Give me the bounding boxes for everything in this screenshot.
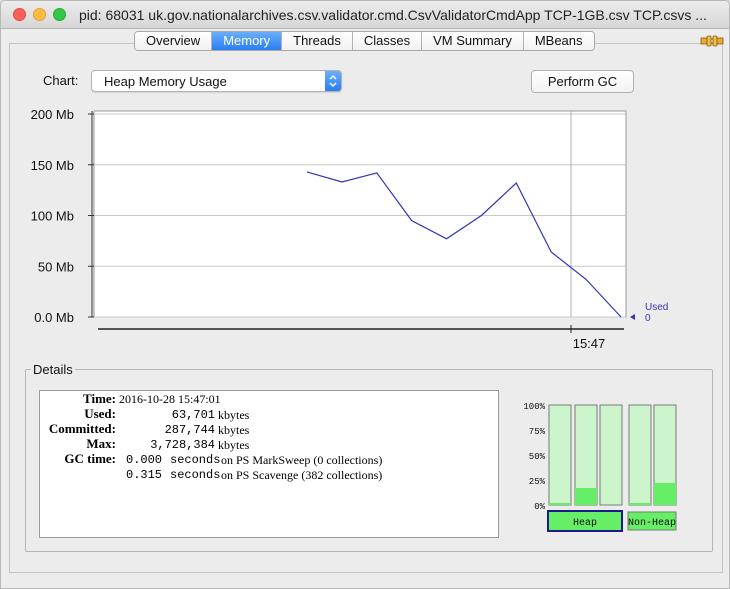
time-value: 2016-10-28 15:47:01 bbox=[119, 392, 221, 406]
max-value: 3,728,384 bbox=[150, 438, 215, 452]
memory-pool-bars: 100% 75% 50% 25% 0% Heap Non-Heap bbox=[523, 402, 677, 532]
gc1-unit: seconds bbox=[170, 453, 221, 467]
current-value-marker-icon bbox=[630, 314, 635, 320]
tab-memory[interactable]: Memory bbox=[212, 32, 283, 50]
committed-label: Committed: bbox=[48, 421, 116, 436]
y-tick-label: 0.0 Mb bbox=[34, 310, 74, 325]
pool-scale-label: 0% bbox=[534, 502, 545, 512]
tab-overview[interactable]: Overview bbox=[135, 32, 213, 50]
perform-gc-button[interactable]: Perform GC bbox=[531, 70, 634, 93]
chart-label: Chart: bbox=[43, 73, 79, 88]
gc1-description: on PS MarkSweep (0 collections) bbox=[221, 453, 383, 467]
used-label: Used: bbox=[84, 406, 116, 421]
tab-threads[interactable]: Threads bbox=[282, 32, 353, 50]
window-title: pid: 68031 uk.gov.nationalarchives.csv.v… bbox=[79, 7, 707, 23]
heap-pool-bar-fill bbox=[575, 488, 597, 505]
max-unit: kbytes bbox=[218, 438, 250, 452]
series-legend-label: Used bbox=[645, 302, 668, 313]
y-tick-label: 100 Mb bbox=[31, 209, 74, 224]
heap-pool-bar-track bbox=[548, 404, 572, 506]
used-value: 63,701 bbox=[171, 408, 215, 422]
zoom-window-button[interactable] bbox=[53, 8, 66, 21]
gc2-value: 0.315 bbox=[126, 468, 163, 482]
chart-type-select[interactable]: Heap Memory Usage bbox=[91, 70, 342, 92]
non-heap-button-label: Non-Heap bbox=[628, 518, 676, 529]
committed-unit: kbytes bbox=[218, 423, 250, 437]
time-label: Time: bbox=[83, 391, 116, 406]
tab-vm-summary[interactable]: VM Summary bbox=[422, 32, 524, 50]
pool-scale-label: 100% bbox=[523, 402, 545, 412]
tab-classes[interactable]: Classes bbox=[352, 32, 423, 50]
heap-button bbox=[547, 510, 623, 532]
series-current-value: 0 bbox=[645, 313, 651, 324]
chart-plot-area bbox=[93, 110, 627, 318]
details-text-area: Time: 2016-10-28 15:47:01 Used: 63,701 k… bbox=[39, 390, 499, 538]
non-heap-pool-bar-track bbox=[628, 404, 652, 506]
heap-pool-bar-track bbox=[599, 404, 623, 506]
pool-scale-label: 75% bbox=[529, 427, 546, 437]
tab-bar: Overview Memory Threads Classes VM Summa… bbox=[134, 31, 595, 51]
max-label: Max: bbox=[86, 436, 116, 451]
used-series-line bbox=[306, 171, 622, 318]
close-window-button[interactable] bbox=[13, 8, 26, 21]
gc-time-label: GC time: bbox=[64, 451, 116, 466]
y-tick-label: 50 Mb bbox=[38, 259, 74, 274]
title-bar: pid: 68031 uk.gov.nationalarchives.csv.v… bbox=[1, 1, 729, 29]
committed-value: 287,744 bbox=[164, 423, 215, 437]
y-tick-label: 200 Mb bbox=[31, 107, 74, 122]
pool-scale-label: 50% bbox=[529, 452, 546, 462]
used-unit: kbytes bbox=[218, 408, 250, 422]
gc2-description: on PS Scavenge (382 collections) bbox=[221, 468, 383, 482]
heap-button-label: Heap bbox=[573, 518, 597, 529]
details-group bbox=[25, 369, 713, 552]
gc1-value: 0.000 bbox=[126, 453, 163, 467]
select-arrows-icon bbox=[325, 71, 341, 91]
heap-pool-bar-fill bbox=[549, 503, 571, 505]
non-heap-pool-bar-fill bbox=[629, 503, 651, 505]
chart-type-select-value: Heap Memory Usage bbox=[104, 74, 227, 89]
connection-plug-icon[interactable] bbox=[700, 33, 724, 49]
minimize-window-button[interactable] bbox=[33, 8, 46, 21]
details-legend: Details bbox=[31, 362, 75, 377]
x-tick-label: 15:47 bbox=[573, 336, 606, 351]
non-heap-pool-bar-fill bbox=[654, 483, 676, 505]
tab-mbeans[interactable]: MBeans bbox=[523, 32, 594, 50]
y-tick-label: 150 Mb bbox=[31, 158, 74, 173]
non-heap-button bbox=[627, 511, 677, 531]
pool-scale-label: 25% bbox=[529, 477, 546, 487]
gc2-unit: seconds bbox=[170, 468, 221, 482]
